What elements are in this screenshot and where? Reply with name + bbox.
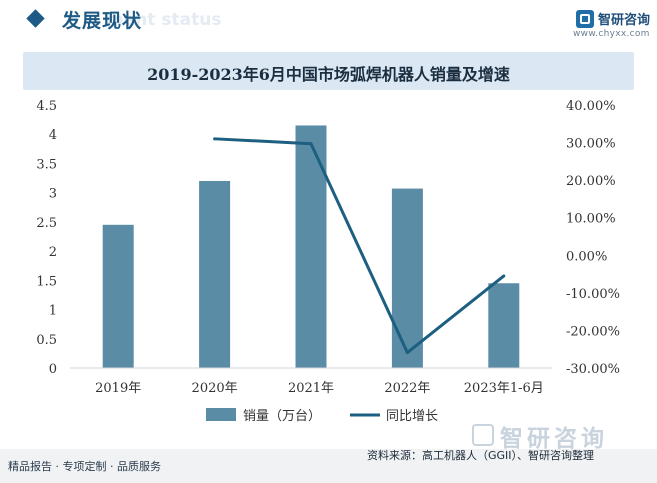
y-left-tick-label-5: 2.5 <box>36 216 57 231</box>
footer-logo-icon <box>472 424 494 446</box>
footer-brand-watermark: 智研咨询 <box>500 426 608 452</box>
growth-point-1 <box>213 137 217 141</box>
y-left-tick-label-0: 0 <box>49 362 57 377</box>
brand-logo-icon <box>576 10 594 28</box>
chart-title-bar: 2019-2023年6月中国市场弧焊机器人销量及增速 <box>23 52 634 90</box>
x-tick-label-3: 2022年 <box>384 381 430 396</box>
x-tick-label-4: 2023年1-6月 <box>464 381 544 396</box>
growth-point-2 <box>309 142 313 146</box>
footer-slogan: 精品报告 · 专项定制 · 品质服务 <box>8 460 161 473</box>
bar-1 <box>199 180 231 368</box>
brand-name: 智研咨询 <box>598 13 651 28</box>
bar-3 <box>391 188 423 368</box>
y-right-tick-label-4: 10.00% <box>566 212 616 227</box>
y-left-tick-label-2: 1 <box>49 304 57 319</box>
legend-bar-label: 销量（万台） <box>243 409 321 424</box>
y-left-tick-label-9: 4.5 <box>36 99 57 114</box>
legend-line-label: 同比增长 <box>386 409 438 424</box>
y-right-tick-label-3: 0.00% <box>566 249 607 264</box>
growth-point-4 <box>502 274 506 278</box>
y-right-tick-label-6: 30.00% <box>566 137 616 152</box>
footer-bar: 精品报告 · 专项定制 · 品质服务 <box>0 449 657 483</box>
y-right-tick-label-7: 40.00% <box>566 99 616 114</box>
y-right-tick-label-2: -10.00% <box>566 287 620 302</box>
chart-title: 2019-2023年6月中国市场弧焊机器人销量及增速 <box>147 65 510 84</box>
legend-bar-swatch <box>206 408 236 421</box>
y-right-tick-label-1: -20.00% <box>566 324 620 339</box>
data-source: 资料来源：高工机器人（GGII）、智研咨询整理 <box>367 449 595 462</box>
y-left-tick-label-1: 0.5 <box>36 333 57 348</box>
brand-url: www.chyxx.com <box>573 29 650 39</box>
growth-line <box>214 137 505 355</box>
y-left-tick-label-8: 4 <box>49 128 57 143</box>
bar-2 <box>295 125 327 368</box>
y-left-tick-label-3: 1.5 <box>36 274 57 289</box>
section-title: 发展现状 <box>62 10 143 32</box>
y-right-tick-label-5: 20.00% <box>566 174 616 189</box>
y-right-tick-label-0: -30.00% <box>566 362 620 377</box>
y-left-tick-label-6: 3 <box>49 187 57 202</box>
x-tick-label-0: 2019年 <box>95 381 141 396</box>
x-tick-label-1: 2020年 <box>192 381 238 396</box>
section-header: ment status 发展现状 智研咨询 www.chyxx.com <box>0 0 657 46</box>
bar-0 <box>102 224 134 368</box>
y-left-tick-label-7: 3.5 <box>36 157 57 172</box>
x-tick-label-2: 2021年 <box>288 381 334 396</box>
growth-point-3 <box>405 351 409 355</box>
bar-4 <box>488 283 520 368</box>
y-left-tick-label-4: 2 <box>49 245 57 260</box>
